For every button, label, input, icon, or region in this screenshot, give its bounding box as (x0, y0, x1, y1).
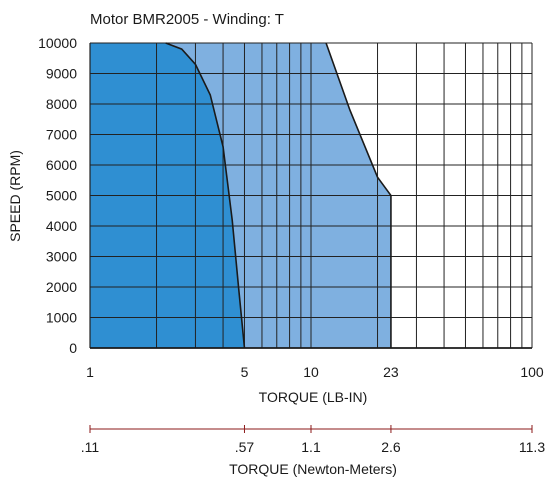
y-tick-label: 2000 (46, 279, 77, 295)
secondary-tick-label: 1.1 (301, 439, 321, 455)
secondary-tick-label: 2.6 (381, 439, 401, 455)
y-tick-label: 0 (69, 340, 77, 356)
x-tick-label: 5 (241, 364, 249, 380)
secondary-tick-label: 11.3 (519, 439, 545, 455)
x-axis-title: TORQUE (LB-IN) (259, 389, 368, 405)
x-tick-label: 1 (86, 364, 94, 380)
y-tick-label: 5000 (46, 188, 77, 204)
y-tick-label: 4000 (46, 218, 77, 234)
y-tick-label: 8000 (46, 96, 77, 112)
continuous-boundary-curve (165, 42, 246, 349)
curves (90, 42, 532, 349)
x-tick-label: 100 (520, 364, 544, 380)
secondary-axis: .11 .57 1.1 2.6 11.3 (81, 425, 545, 455)
secondary-tick-label: .11 (81, 439, 100, 455)
y-tick-label: 6000 (46, 157, 77, 173)
y-axis: 0 1000 2000 3000 4000 5000 6000 7000 8000 9000 100… (38, 35, 77, 356)
y-tick-label: 1000 (46, 310, 77, 326)
y-tick-label: 10000 (38, 35, 77, 51)
y-tick-label: 3000 (46, 249, 77, 265)
y-tick-label: 9000 (46, 66, 77, 82)
x-tick-label: 10 (303, 364, 319, 380)
y-axis-title: SPEED (RPM) (7, 150, 23, 242)
x-axis: 1 5 10 23 100 (86, 364, 544, 380)
x-tick-label: 23 (383, 364, 399, 380)
secondary-axis-title: TORQUE (Newton-Meters) (229, 461, 397, 477)
secondary-tick-label: .57 (235, 439, 255, 455)
grid-lines (89, 42, 533, 349)
intermittent-boundary-curve (325, 42, 392, 348)
chart-title: Motor BMR2005 - Winding: T (90, 11, 284, 28)
y-tick-label: 7000 (46, 127, 77, 143)
